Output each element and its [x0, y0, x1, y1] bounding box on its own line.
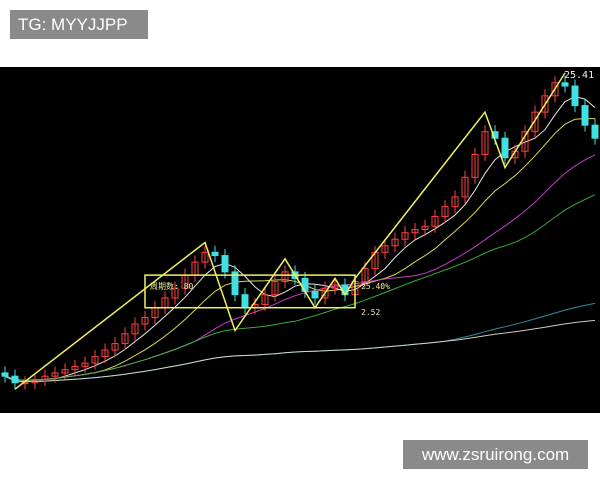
- ma-line-5: [4, 95, 596, 382]
- candle-body: [501, 137, 509, 159]
- candle-body: [261, 294, 269, 305]
- moving-averages: [4, 95, 596, 383]
- candle-body: [551, 82, 559, 97]
- candle-body: [51, 372, 59, 377]
- ma-line-30: [4, 194, 596, 382]
- candle-body: [231, 271, 239, 296]
- candle-body: [581, 105, 589, 126]
- candle-body: [171, 287, 179, 299]
- candle-body: [541, 95, 549, 113]
- candle-body: [71, 365, 79, 371]
- candle-body: [211, 251, 219, 257]
- ma-line-45: [4, 302, 596, 383]
- ma-line-60: [4, 319, 596, 383]
- candle-body: [241, 294, 249, 309]
- low-label: 2.52: [361, 308, 380, 317]
- candle-body: [331, 284, 339, 289]
- consolidation-box: [144, 274, 356, 309]
- candle-body: [571, 85, 579, 107]
- candle-body: [391, 238, 399, 247]
- candle-body: [41, 375, 49, 380]
- candle-body: [61, 369, 69, 374]
- candle-body: [201, 251, 209, 263]
- candle-body: [101, 349, 109, 358]
- candle-body: [31, 378, 39, 384]
- box-label: 周期数: 80: [150, 281, 193, 291]
- candle-body: [401, 232, 409, 240]
- candle-body: [591, 124, 599, 139]
- candle-body: [301, 277, 309, 292]
- trend-zigzag: [14, 72, 566, 390]
- candle-body: [561, 82, 569, 87]
- candle-body: [471, 154, 479, 178]
- candles: [1, 76, 599, 390]
- candle-body: [531, 111, 539, 133]
- candle-body: [411, 228, 419, 234]
- candle-body: [321, 287, 329, 299]
- candle-body: [461, 176, 469, 198]
- candle-body: [451, 196, 459, 208]
- candle-body: [81, 362, 89, 367]
- candle-body: [481, 131, 489, 155]
- candle-body: [441, 206, 449, 217]
- watermark-bottom: www.zsruirong.com: [403, 440, 588, 469]
- trendlines: [14, 72, 566, 390]
- stock-chart: 周期数: 80 25.40% 2.52 25.41: [0, 67, 600, 413]
- ma-line-20: [4, 154, 596, 382]
- candle-body: [271, 281, 279, 296]
- watermark-top: TG: MYYJJPP: [10, 10, 148, 39]
- candle-body: [361, 268, 369, 283]
- candle-body: [1, 372, 9, 377]
- candle-body: [421, 225, 429, 230]
- candle-body: [111, 343, 119, 351]
- candle-body: [431, 215, 439, 227]
- candle-body: [11, 375, 19, 384]
- candle-body: [311, 290, 319, 299]
- candle-body: [341, 284, 349, 296]
- peak-label: 25.41: [564, 70, 594, 81]
- candle-body: [281, 271, 289, 283]
- candle-body: [121, 333, 129, 345]
- pct-label: 25.40%: [361, 282, 390, 291]
- candle-body: [381, 245, 389, 253]
- candle-body: [91, 356, 99, 364]
- candle-body: [141, 317, 149, 325]
- candle-body: [131, 323, 139, 335]
- candle-body: [221, 255, 229, 273]
